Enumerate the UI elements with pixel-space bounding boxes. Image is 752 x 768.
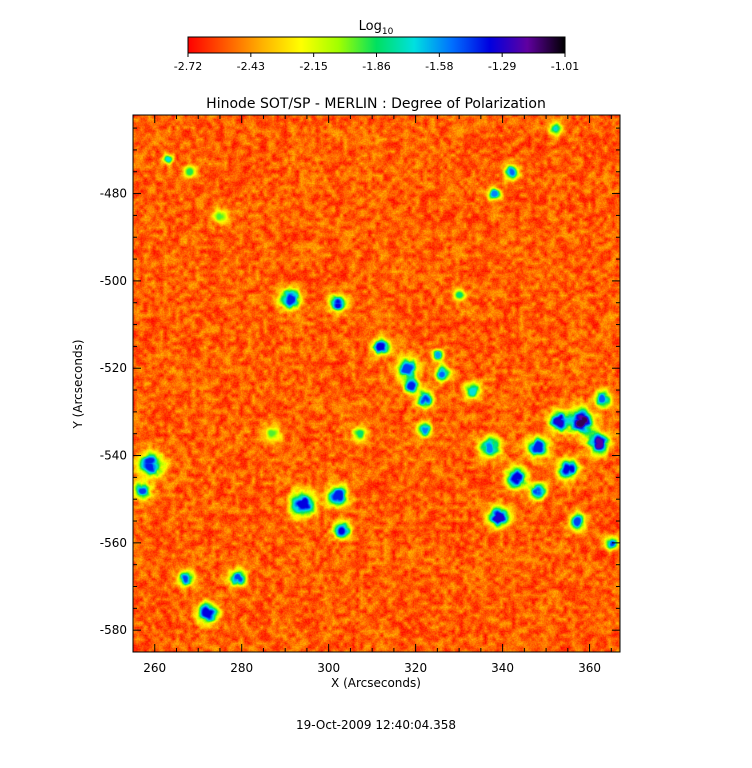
x-axis: 260 280 300 320 340 360 — [132, 115, 612, 675]
colorbar-tick-label: -1.86 — [362, 60, 390, 73]
y-tick-label: -480 — [100, 187, 127, 201]
colorbar-tick-label: -1.58 — [425, 60, 453, 73]
colorbar-tick-label: -2.72 — [174, 60, 202, 73]
y-tick-label: -520 — [100, 361, 127, 375]
y-axis: -480 -500 -520 -540 -560 -580 — [100, 127, 620, 653]
y-tick-label: -540 — [100, 449, 127, 463]
y-tick-label: -580 — [100, 623, 127, 637]
x-tick-label: 360 — [578, 661, 601, 675]
x-tick-label: 300 — [317, 661, 340, 675]
colorbar-label-base: Log — [359, 19, 382, 34]
colorbar-bar — [187, 36, 566, 54]
y-axis-label: Y (Arcseconds) — [71, 339, 85, 429]
y-tick-label: -560 — [100, 536, 127, 550]
colorbar-tick-label: -2.15 — [299, 60, 327, 73]
x-tick-label: 340 — [491, 661, 514, 675]
colorbar-label: Log10 — [359, 19, 394, 37]
x-tick-label: 260 — [143, 661, 166, 675]
plot-area: 260 280 300 320 340 360 -480-500-520-540-560-… — [100, 114, 621, 675]
colorbar-tick-label: -2.43 — [237, 60, 265, 73]
heatmap-image — [133, 115, 620, 652]
chart-title: Hinode SOT/SP - MERLIN : Degree of Polar… — [206, 96, 546, 112]
colorbar-tick-label: -1.01 — [551, 60, 579, 73]
plot-frame — [132, 114, 621, 653]
x-axis-label: X (Arcseconds) — [331, 676, 421, 690]
heatmap — [133, 115, 620, 652]
colorbar-tick-label: -1.29 — [488, 60, 516, 73]
x-tick-label: 320 — [404, 661, 427, 675]
timestamp: 19-Oct-2009 12:40:04.358 — [296, 718, 456, 732]
x-tick-label: 280 — [230, 661, 253, 675]
colorbar-label-sub: 10 — [382, 27, 394, 37]
colorbar-ticks: -2.72 -2.43 -2.15 -1.86 -1.58 -1.29 -1.01 — [174, 53, 579, 73]
y-tick-label: -500 — [100, 274, 127, 288]
colorbar: Log10 -2.72 -2.43 -2.15 -1.86 -1.58 -1.29 -1.0… — [174, 19, 579, 73]
